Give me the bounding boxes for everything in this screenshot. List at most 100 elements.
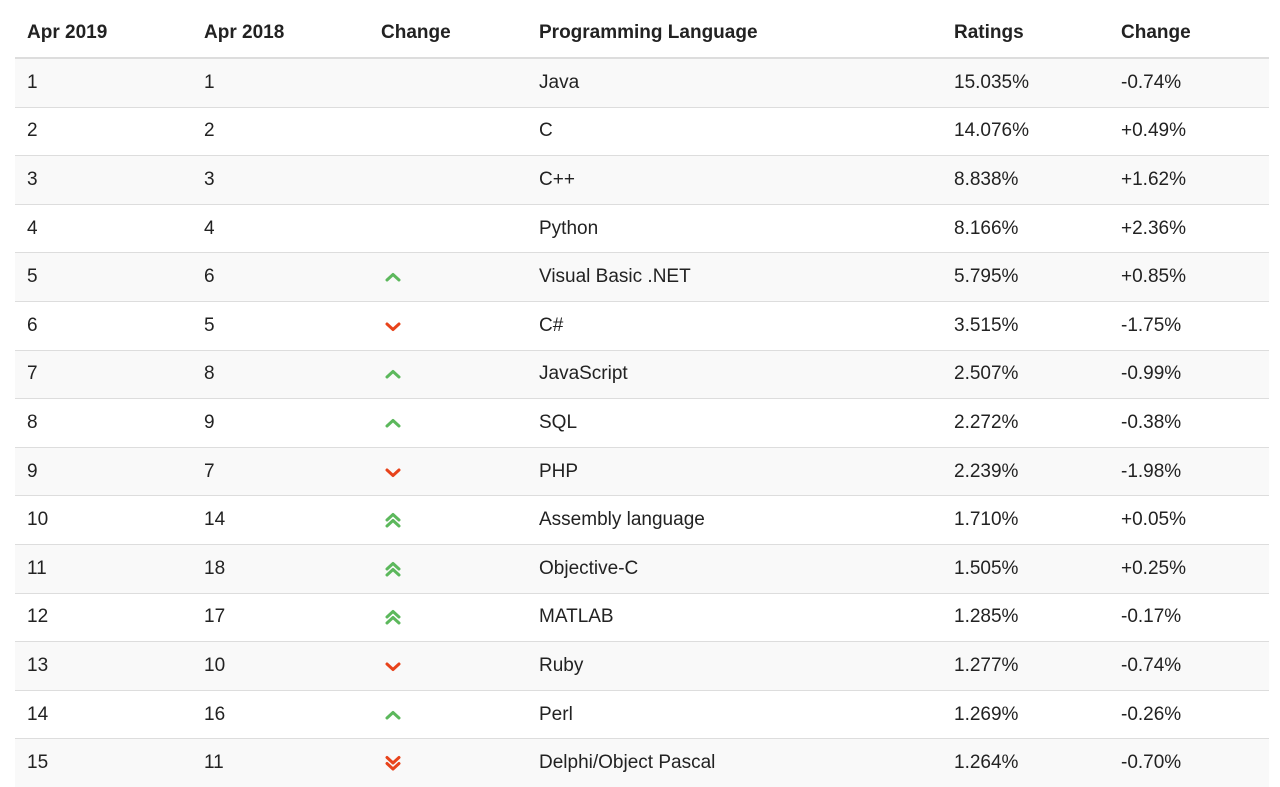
table-row: 6 5 C# 3.515% -1.75% xyxy=(15,300,1269,351)
rating-cell: 1.710% xyxy=(942,495,1109,545)
rating-cell: 2.239% xyxy=(942,446,1109,496)
double-chevron-down-icon xyxy=(383,753,403,773)
rating-change-cell: +2.36% xyxy=(1109,203,1269,253)
language-cell: JavaScript xyxy=(527,349,942,399)
rank-2018-cell: 2 xyxy=(192,106,369,156)
rating-cell: 14.076% xyxy=(942,106,1109,156)
rank-change-cell xyxy=(369,689,527,739)
rank-change-cell xyxy=(369,155,527,205)
table-row: 12 17 MATLAB 1.285% -0.17% xyxy=(15,592,1269,642)
rank-2019-cell: 6 xyxy=(15,300,192,351)
rating-cell: 1.269% xyxy=(942,689,1109,739)
rank-2019-cell: 13 xyxy=(15,641,192,691)
rank-2019-cell: 1 xyxy=(15,57,192,108)
language-cell: MATLAB xyxy=(527,592,942,642)
rating-change-cell: -0.74% xyxy=(1109,57,1269,108)
rank-2018-cell: 6 xyxy=(192,252,369,302)
ranking-table-container: Apr 2019 Apr 2018 Change Programming Lan… xyxy=(15,8,1269,787)
rating-cell: 1.285% xyxy=(942,592,1109,642)
chevron-down-icon xyxy=(383,316,403,336)
table-row: 10 14 Assembly language 1.710% +0.05% xyxy=(15,495,1269,545)
rank-2018-cell: 10 xyxy=(192,641,369,691)
rating-cell: 1.505% xyxy=(942,543,1109,594)
rank-change-cell xyxy=(369,398,527,448)
rating-cell: 1.277% xyxy=(942,641,1109,691)
header-rating-change[interactable]: Change xyxy=(1109,8,1269,59)
language-cell: Assembly language xyxy=(527,495,942,545)
rank-2019-cell: 14 xyxy=(15,689,192,739)
table-row: 2 2 C 14.076% +0.49% xyxy=(15,106,1269,156)
language-cell: C xyxy=(527,106,942,156)
table-row: 15 11 Delphi/Object Pascal 1.264% -0.70% xyxy=(15,738,1269,787)
table-row: 1 1 Java 15.035% -0.74% xyxy=(15,57,1269,108)
rank-change-cell xyxy=(369,57,527,108)
header-apr-2018[interactable]: Apr 2018 xyxy=(192,8,369,59)
chevron-up-icon xyxy=(383,413,403,433)
rank-2019-cell: 2 xyxy=(15,106,192,156)
rank-2018-cell: 8 xyxy=(192,349,369,399)
rank-change-cell xyxy=(369,495,527,545)
rating-cell: 2.507% xyxy=(942,349,1109,399)
rating-cell: 3.515% xyxy=(942,300,1109,351)
rank-2018-cell: 18 xyxy=(192,543,369,594)
header-apr-2019[interactable]: Apr 2019 xyxy=(15,8,192,59)
rating-cell: 15.035% xyxy=(942,57,1109,108)
rank-change-cell xyxy=(369,641,527,691)
rank-2018-cell: 17 xyxy=(192,592,369,642)
rating-change-cell: -0.99% xyxy=(1109,349,1269,399)
rating-change-cell: -1.75% xyxy=(1109,300,1269,351)
header-ratings[interactable]: Ratings xyxy=(942,8,1109,59)
rank-2018-cell: 3 xyxy=(192,155,369,205)
rank-change-cell xyxy=(369,738,527,787)
chevron-down-icon xyxy=(383,656,403,676)
rank-2018-cell: 11 xyxy=(192,738,369,787)
chevron-up-icon xyxy=(383,364,403,384)
rating-change-cell: -0.38% xyxy=(1109,398,1269,448)
chevron-up-icon xyxy=(383,705,403,725)
rating-change-cell: -1.98% xyxy=(1109,446,1269,496)
rank-2018-cell: 1 xyxy=(192,57,369,108)
rating-change-cell: +0.05% xyxy=(1109,495,1269,545)
language-cell: Python xyxy=(527,203,942,253)
header-programming-language[interactable]: Programming Language xyxy=(527,8,942,59)
rank-2018-cell: 7 xyxy=(192,446,369,496)
rank-2018-cell: 16 xyxy=(192,689,369,739)
double-chevron-up-icon xyxy=(383,559,403,579)
table-row: 3 3 C++ 8.838% +1.62% xyxy=(15,155,1269,205)
rank-change-cell xyxy=(369,349,527,399)
language-cell: Java xyxy=(527,57,942,108)
rating-change-cell: +0.85% xyxy=(1109,252,1269,302)
rank-2019-cell: 4 xyxy=(15,203,192,253)
chevron-down-icon xyxy=(383,462,403,482)
table-row: 14 16 Perl 1.269% -0.26% xyxy=(15,689,1269,739)
rank-2018-cell: 9 xyxy=(192,398,369,448)
rating-cell: 2.272% xyxy=(942,398,1109,448)
rank-2019-cell: 15 xyxy=(15,738,192,787)
rank-2019-cell: 5 xyxy=(15,252,192,302)
table-row: 13 10 Ruby 1.277% -0.74% xyxy=(15,641,1269,691)
header-rank-change[interactable]: Change xyxy=(369,8,527,59)
table-header-row: Apr 2019 Apr 2018 Change Programming Lan… xyxy=(15,8,1269,59)
language-cell: Objective-C xyxy=(527,543,942,594)
rank-2018-cell: 4 xyxy=(192,203,369,253)
table-row: 4 4 Python 8.166% +2.36% xyxy=(15,203,1269,253)
rank-change-cell xyxy=(369,106,527,156)
rating-change-cell: +1.62% xyxy=(1109,155,1269,205)
language-cell: SQL xyxy=(527,398,942,448)
rank-2019-cell: 8 xyxy=(15,398,192,448)
rank-2019-cell: 12 xyxy=(15,592,192,642)
rank-change-cell xyxy=(369,252,527,302)
table-row: 8 9 SQL 2.272% -0.38% xyxy=(15,398,1269,448)
double-chevron-up-icon xyxy=(383,510,403,530)
rank-2019-cell: 10 xyxy=(15,495,192,545)
table-row: 5 6 Visual Basic .NET 5.795% +0.85% xyxy=(15,252,1269,302)
rank-2019-cell: 9 xyxy=(15,446,192,496)
language-cell: C# xyxy=(527,300,942,351)
rank-2018-cell: 5 xyxy=(192,300,369,351)
rating-cell: 8.166% xyxy=(942,203,1109,253)
rank-change-cell xyxy=(369,592,527,642)
rating-cell: 5.795% xyxy=(942,252,1109,302)
rating-change-cell: -0.70% xyxy=(1109,738,1269,787)
rank-change-cell xyxy=(369,300,527,351)
rank-change-cell xyxy=(369,446,527,496)
